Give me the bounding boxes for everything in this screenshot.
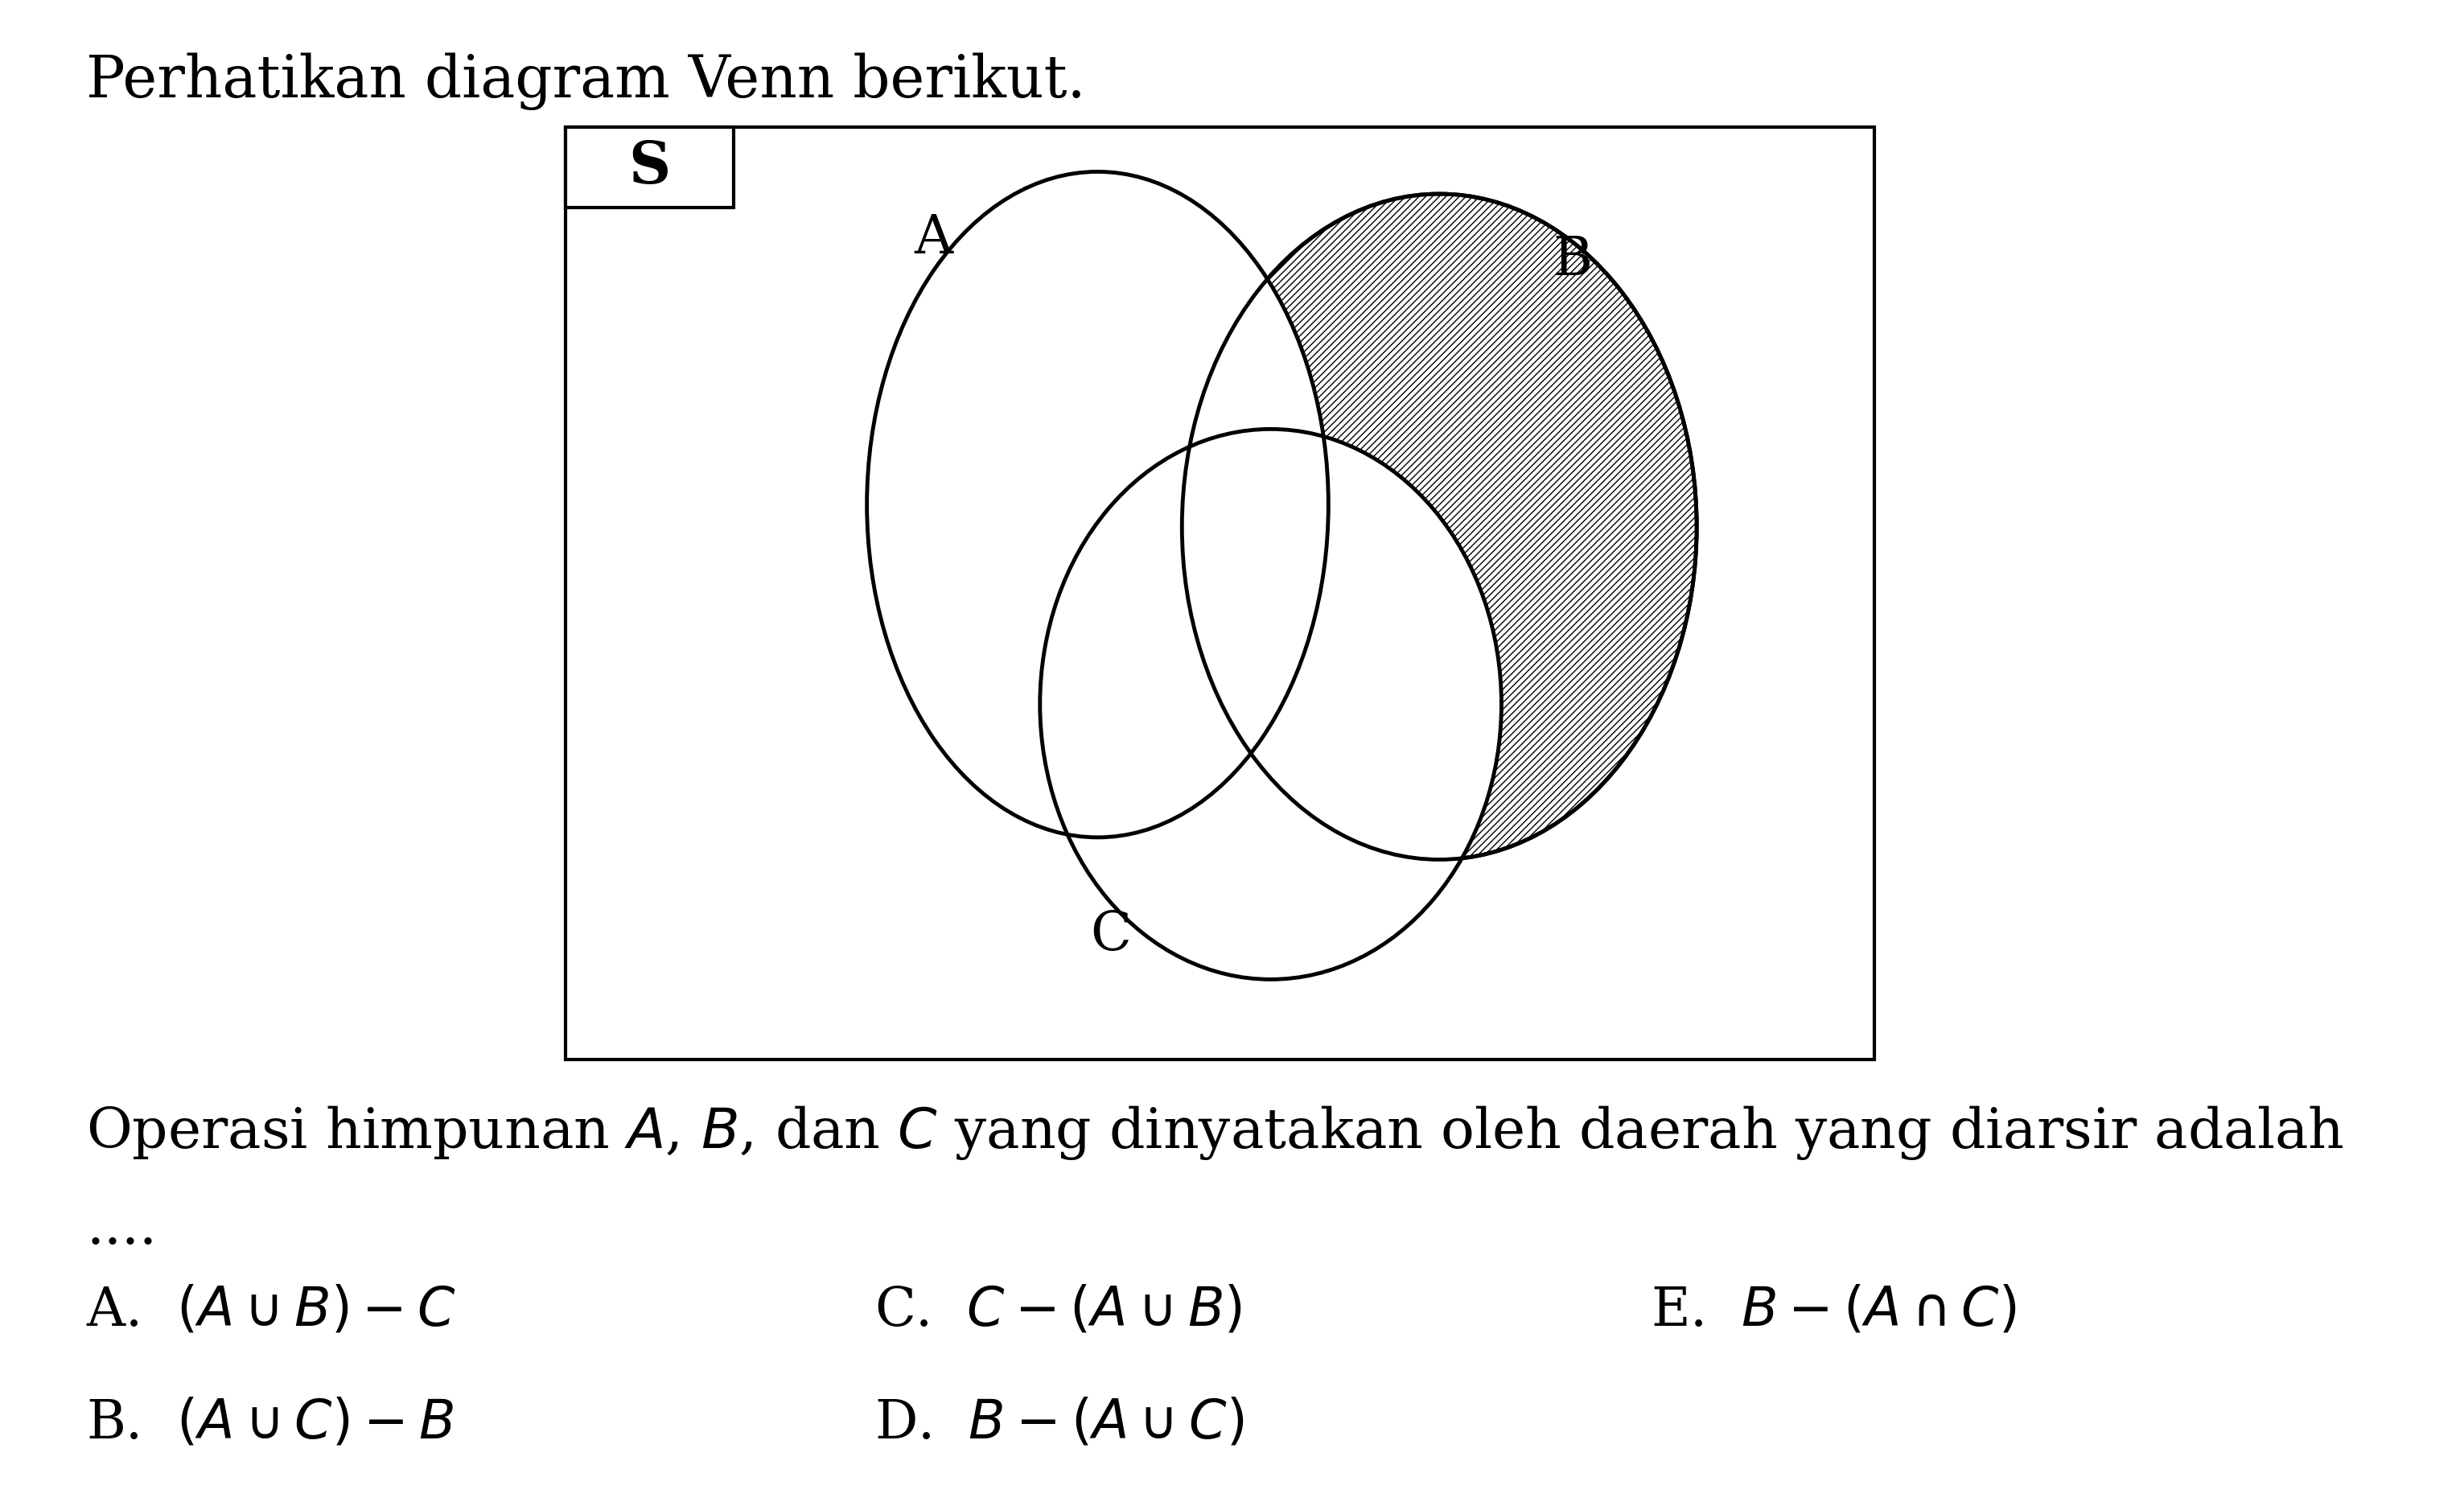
Text: B: B [1552,234,1592,287]
Bar [564,128,734,207]
Text: C: C [1092,909,1131,961]
Text: A: A [914,212,954,264]
Text: S: S [628,138,670,195]
Ellipse shape [867,171,1328,837]
Text: E.  $B - (A \cap C)$: E. $B - (A \cap C)$ [1651,1284,2016,1337]
Text: A.  $(A \cup B) - C$: A. $(A \cup B) - C$ [86,1284,456,1337]
Text: D.  $B - (A \cup C)$: D. $B - (A \cup C)$ [875,1397,1244,1449]
Ellipse shape [1040,430,1501,979]
Ellipse shape [1183,194,1698,859]
Text: Perhatikan diagram Venn berikut.: Perhatikan diagram Venn berikut. [86,53,1087,110]
Text: Operasi himpunan $A$, $B$, dan $C$ yang dinyatakan oleh daerah yang diarsir adal: Operasi himpunan $A$, $B$, dan $C$ yang … [86,1104,2343,1163]
Text: B.  $(A \cup C) - B$: B. $(A \cup C) - B$ [86,1397,453,1449]
Text: ....: .... [86,1202,158,1256]
Text: C.  $C - (A \cup B)$: C. $C - (A \cup B)$ [875,1284,1242,1337]
